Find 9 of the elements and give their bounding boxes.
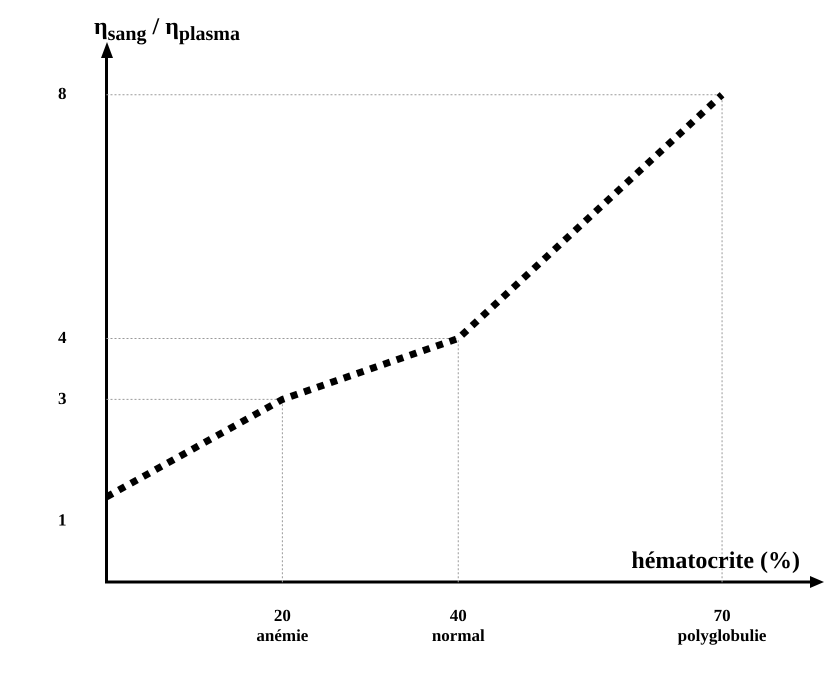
x-tick-label: 40 normal (432, 606, 485, 646)
y-tick-label: 1 (58, 510, 66, 530)
x-tick-label: 70 polyglobulie (678, 606, 767, 646)
y-tick-label: 8 (58, 84, 66, 104)
y-tick-label: 3 (58, 388, 66, 408)
y-tick-label: 4 (58, 328, 67, 347)
x-tick-label: 20 anémie (256, 606, 309, 646)
x-axis-title: hématocrite (%) (631, 548, 800, 575)
y-axis-title: η$_{sang}$ / η$_{plasma}$ (94, 14, 240, 46)
